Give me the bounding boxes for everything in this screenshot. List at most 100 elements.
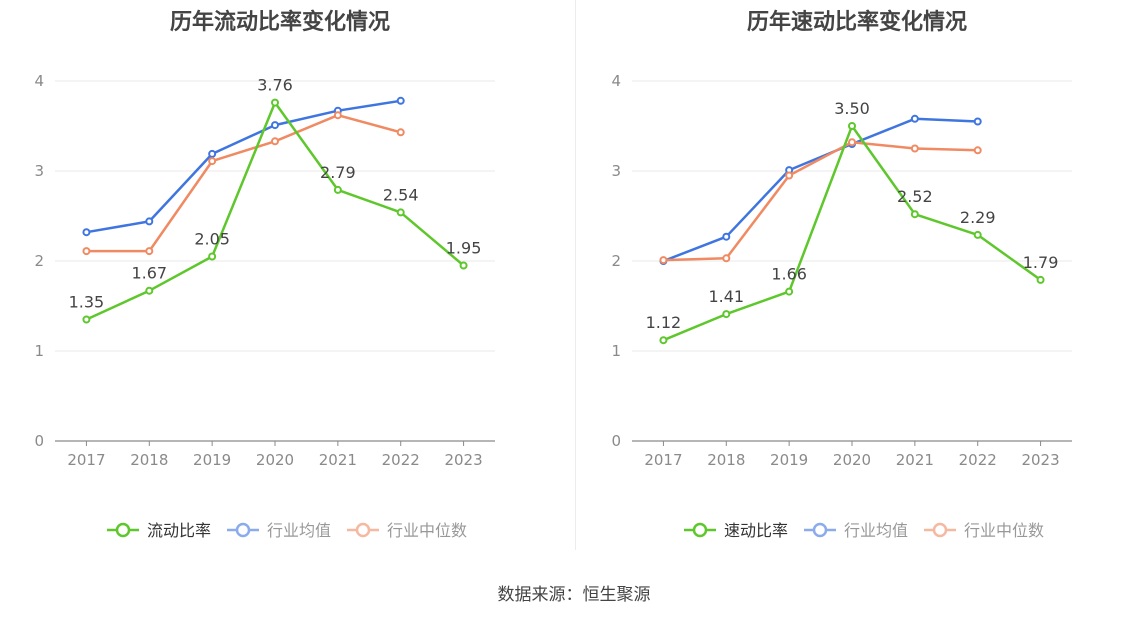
x-tick-label: 2022 xyxy=(382,451,420,469)
current-ratio-panel: 历年流动比率变化情况 0 1 2 3 4 2017 2018 2019 2020 2021 2022… xyxy=(0,0,574,560)
y-tick-label: 3 xyxy=(611,162,621,180)
data-point-main xyxy=(396,208,405,217)
x-tick-label: 2023 xyxy=(1021,451,1059,469)
data-label: 1.95 xyxy=(446,239,482,258)
legend-marker-icon xyxy=(692,522,708,538)
x-tick-label: 2021 xyxy=(896,451,934,469)
data-point-median xyxy=(82,247,91,256)
y-tick-label: 1 xyxy=(34,342,44,360)
legend-label: 行业均值 xyxy=(844,521,908,540)
data-point-main xyxy=(722,310,731,319)
x-tick-label: 2019 xyxy=(193,451,231,469)
data-label: 1.41 xyxy=(708,287,744,306)
legend-label: 行业中位数 xyxy=(387,521,467,540)
data-point-median xyxy=(659,256,668,265)
legend-label: 流动比率 xyxy=(147,521,211,540)
legend-marker-icon xyxy=(235,522,251,538)
data-label: 2.29 xyxy=(960,208,996,227)
data-point-main xyxy=(785,287,794,296)
data-label: 1.66 xyxy=(771,265,807,284)
data-point-avg xyxy=(973,117,982,126)
x-tick-label: 2023 xyxy=(444,451,482,469)
series-line-avg xyxy=(662,117,978,263)
data-point-median xyxy=(208,157,217,166)
x-tick-label: 2019 xyxy=(770,451,808,469)
data-point-median xyxy=(145,247,154,256)
legend-item-median[interactable]: 行业中位数 xyxy=(924,521,1044,540)
quick-ratio-panel: 历年速动比率变化情况 0 1 2 3 4 2017 2018 2019 2020 2021 2022… xyxy=(577,0,1148,560)
data-point-main xyxy=(208,252,217,261)
x-tick-label: 2017 xyxy=(644,451,682,469)
x-tick-label: 2018 xyxy=(707,451,745,469)
legend-label: 行业均值 xyxy=(267,521,331,540)
legend-marker-icon xyxy=(932,522,948,538)
y-tick-label: 3 xyxy=(34,162,44,180)
legend-item-main[interactable]: 流动比率 xyxy=(107,521,211,540)
legend-label: 行业中位数 xyxy=(964,521,1044,540)
data-point-main xyxy=(848,122,856,130)
data-point-avg xyxy=(722,232,731,241)
data-label: 2.79 xyxy=(320,163,356,182)
data-point-median xyxy=(333,111,342,120)
data-point-avg xyxy=(396,96,405,105)
data-point-avg xyxy=(208,149,217,158)
x-tick-label: 2021 xyxy=(319,451,357,469)
y-tick-label: 4 xyxy=(34,72,44,90)
data-point-main xyxy=(333,185,342,194)
y-tick-label: 2 xyxy=(611,252,621,270)
data-point-avg xyxy=(145,217,154,226)
data-point-main xyxy=(459,261,468,270)
series-line-median xyxy=(86,113,402,253)
y-tick-label: 1 xyxy=(611,342,621,360)
data-point-median xyxy=(722,254,731,263)
data-point-main xyxy=(973,230,982,239)
y-tick-label: 2 xyxy=(34,252,44,270)
chart-title: 历年速动比率变化情况 xyxy=(746,10,967,35)
data-label: 3.76 xyxy=(257,76,293,95)
data-point-avg xyxy=(82,228,91,237)
data-point-median xyxy=(910,144,919,153)
data-point-avg xyxy=(271,121,279,130)
data-label: 3.50 xyxy=(834,99,870,118)
legend-item-avg[interactable]: 行业均值 xyxy=(804,521,908,540)
data-point-main xyxy=(910,210,919,219)
panel-divider xyxy=(575,0,576,550)
data-point-median xyxy=(848,138,856,147)
data-label: 1.79 xyxy=(1023,253,1059,272)
series-line-main xyxy=(662,124,1042,342)
source-note: 数据来源：恒生聚源 xyxy=(497,585,651,605)
x-tick-label: 2017 xyxy=(67,451,105,469)
series-line-main xyxy=(85,101,465,321)
legend-item-median[interactable]: 行业中位数 xyxy=(347,521,467,540)
legend-item-main[interactable]: 速动比率 xyxy=(684,521,788,540)
data-point-main xyxy=(271,98,279,107)
data-point-median xyxy=(396,128,405,137)
legend-marker-icon xyxy=(115,522,131,538)
data-point-main xyxy=(82,315,91,324)
data-point-main xyxy=(1036,275,1045,284)
x-tick-label: 2020 xyxy=(833,451,871,469)
current-ratio-chart: 0 1 2 3 4 2017 2018 2019 2020 2021 2022 2023 1.35 1.6… xyxy=(34,72,495,540)
data-point-median xyxy=(785,171,794,180)
chart-title: 历年流动比率变化情况 xyxy=(169,10,390,35)
data-label: 1.67 xyxy=(131,264,167,283)
data-point-avg xyxy=(910,114,919,123)
legend-marker-icon xyxy=(812,522,828,538)
quick-ratio-chart: 0 1 2 3 4 2017 2018 2019 2020 2021 2022 2023 1.12 1.4… xyxy=(611,72,1072,540)
legend-item-avg[interactable]: 行业均值 xyxy=(227,521,331,540)
series-line-avg xyxy=(86,99,401,234)
x-tick-label: 2018 xyxy=(130,451,168,469)
data-label: 1.35 xyxy=(69,293,105,312)
x-tick-label: 2020 xyxy=(256,451,294,469)
y-tick-label: 0 xyxy=(611,432,621,450)
legend-label: 速动比率 xyxy=(724,521,788,540)
data-point-median xyxy=(973,146,982,155)
x-tick-label: 2022 xyxy=(959,451,997,469)
data-point-median xyxy=(271,137,279,146)
legend-marker-icon xyxy=(355,522,371,538)
data-label: 2.52 xyxy=(897,187,933,206)
data-label: 1.12 xyxy=(646,313,682,332)
y-tick-label: 4 xyxy=(611,72,621,90)
data-point-main xyxy=(145,286,154,295)
y-tick-label: 0 xyxy=(34,432,44,450)
